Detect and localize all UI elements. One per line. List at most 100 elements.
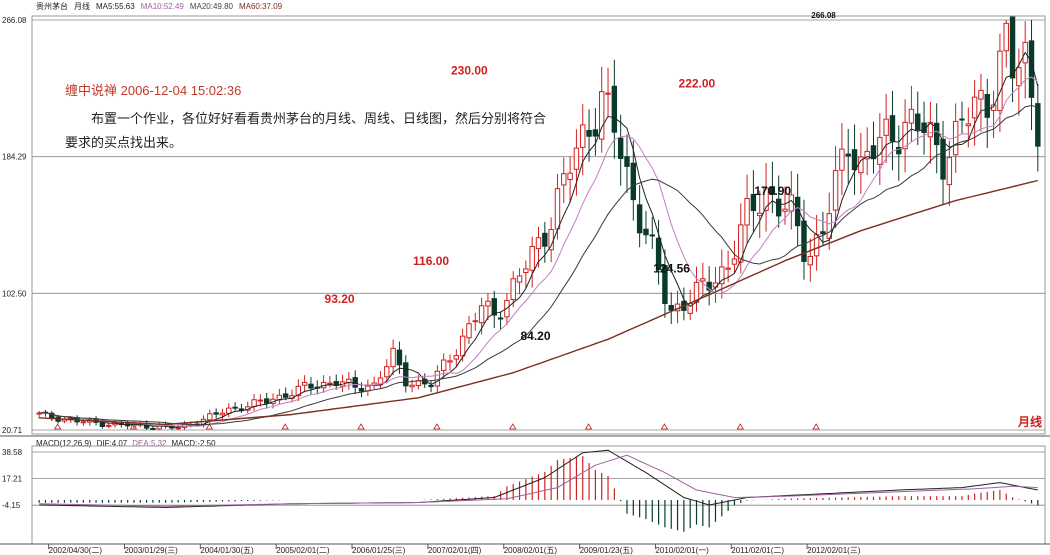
candle-body [573,147,580,170]
candle-body [731,258,738,265]
macd-header: MACD(12,26,9) DIF:4.07 DEA:5.32 MACD:-2.50 [36,439,221,448]
price-annotation: 230.00 [451,63,488,77]
candle-body [839,148,845,171]
candle-body [598,91,605,140]
candle-body [649,234,655,237]
candle-body [80,421,87,424]
candle-body [807,255,814,266]
ma20-line [39,104,1038,426]
candle-body [308,383,314,389]
candle-body [567,172,573,180]
price-tick-label: 102.50 [2,289,27,298]
period-name: 月线 [74,2,90,11]
candle-body [668,305,674,311]
candle-body [365,385,371,392]
ma20-readout: MA20:49.80 [189,2,233,11]
candle-body [592,129,599,137]
candle-body [775,198,782,217]
candle-body [390,347,396,368]
candle-body [440,359,447,371]
note-title: 缠中说禅 2006-12-04 15:02:36 [65,83,242,98]
date-tick-label: 2005/02/01(二) [276,546,330,555]
candle-body [826,213,832,239]
candle-body [453,355,460,360]
candle-body [700,278,706,282]
candle-body [946,157,953,186]
candle-body [384,366,390,378]
candle-body [984,94,990,118]
candle-body [535,237,542,250]
date-tick-label: 2012/02/01(三) [807,546,861,555]
main-chart-header: 贵州茅台 月线 MA5:55.63 MA10:52.49 MA20:49.80 MA60:… [36,1,288,12]
candle-body [801,220,807,262]
candle-body [927,121,934,138]
candle-body [782,208,788,212]
candle-body [870,145,877,160]
candle-body [327,382,333,385]
ma10-line [39,76,1039,427]
candle-body [769,186,776,195]
candle-body [896,146,902,155]
candle-body [978,89,984,100]
event-marker-icon [736,423,744,430]
macd-histogram [38,456,1039,532]
candle-body [295,385,302,397]
candle-body [933,122,940,146]
candle-body [971,96,978,119]
candle-body [643,228,649,236]
candle-body [491,298,497,316]
candle-body [99,422,106,427]
candle-body [997,50,1003,112]
candle-body [940,138,946,180]
candle-body [466,323,472,339]
candle-body [763,187,769,211]
macd-dif-line [39,449,1038,509]
candle-body [605,92,611,95]
event-marker-icon [509,423,517,430]
candle-body [662,265,668,305]
date-tick-label: 2010/02/01(一) [655,546,709,555]
candle-body [352,377,358,388]
candle-body [529,245,535,271]
candle-body [580,124,586,148]
candle-body [851,149,858,171]
candle-body [548,228,554,251]
candle-body [36,412,42,415]
candle-body [251,399,257,407]
event-marker-icon [433,423,441,430]
candle-body [845,153,851,157]
dif-readout: DIF:4.07 [96,439,128,448]
price-annotation: 222.00 [679,77,716,91]
candle-body [750,193,757,212]
date-tick-label: 2011/02/01(二) [731,546,784,555]
candle-body [908,108,915,124]
candle-body [516,275,523,283]
price-tick-label: 266.08 [2,16,27,25]
event-marker-icon [584,423,593,430]
candle-body [965,123,972,127]
price-annotation: 84.20 [521,329,551,343]
candle-body [105,424,112,427]
candle-body [510,278,516,301]
candle-body [617,137,624,159]
candle-body [586,130,592,137]
event-marker-icon [53,423,62,430]
candle-body [497,317,504,320]
ma60-readout: MA60:37.09 [238,2,283,11]
dea-readout: DEA:5.32 [132,439,167,448]
candle-body [403,362,409,387]
candle-body [257,399,264,402]
candle-body [409,384,415,388]
macd-tick-label: 17.21 [2,475,23,484]
candle-body [213,412,219,415]
candle-body [877,136,883,165]
candle-body [459,335,466,357]
candle-body [226,407,232,414]
candle-body [447,360,453,363]
candles-group [36,16,1041,430]
candle-body [832,170,839,211]
date-tick-label: 2009/01/23(五) [580,546,634,555]
candle-body [889,115,896,142]
candle-body [396,349,403,366]
